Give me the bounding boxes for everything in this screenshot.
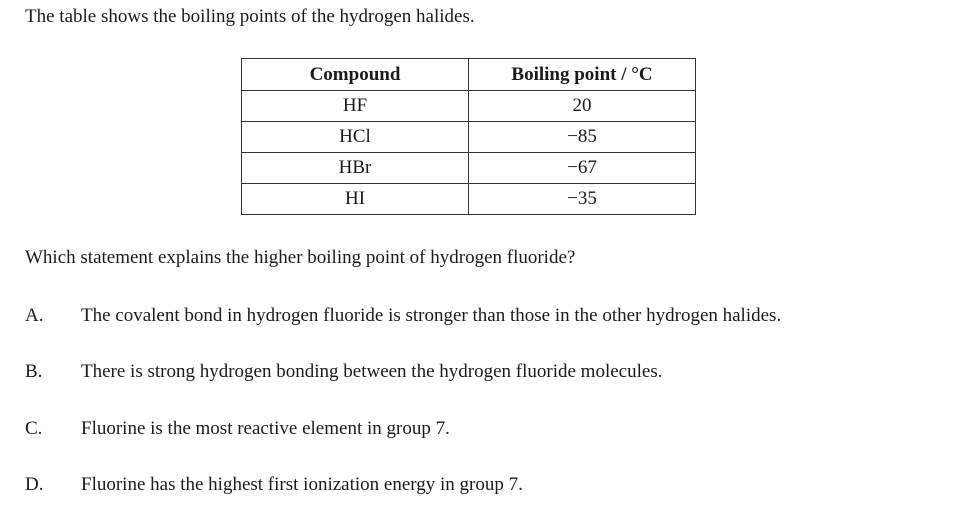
option-text: Fluorine is the most reactive element in… <box>81 418 450 439</box>
option-text: The covalent bond in hydrogen fluoride i… <box>81 305 782 326</box>
header-boiling-point: Boiling point / °C <box>468 58 696 91</box>
intro-text: The table shows the boiling points of th… <box>25 6 475 27</box>
boiling-point-cell: −35 <box>468 183 696 215</box>
table-row: HBr −67 <box>241 152 696 184</box>
table-row: HI −35 <box>241 183 696 215</box>
table-row: HCl −85 <box>241 121 696 153</box>
option-letter: A. <box>25 305 44 326</box>
compound-cell: HBr <box>241 152 469 184</box>
boiling-point-cell: −85 <box>468 121 696 153</box>
option-letter: D. <box>25 474 44 495</box>
header-compound: Compound <box>241 58 469 91</box>
question-text: Which statement explains the higher boil… <box>25 247 576 268</box>
option-text: There is strong hydrogen bonding between… <box>81 361 663 382</box>
table-row: HF 20 <box>241 90 696 122</box>
boiling-point-cell: −67 <box>468 152 696 184</box>
boiling-point-cell: 20 <box>468 90 696 122</box>
boiling-points-table: Compound Boiling point / °C HF 20 HCl −8… <box>241 58 696 215</box>
table-header-row: Compound Boiling point / °C <box>241 58 696 91</box>
compound-cell: HI <box>241 183 469 215</box>
option-text: Fluorine has the highest first ionizatio… <box>81 474 523 495</box>
option-letter: C. <box>25 418 43 439</box>
compound-cell: HCl <box>241 121 469 153</box>
compound-cell: HF <box>241 90 469 122</box>
option-letter: B. <box>25 361 43 382</box>
